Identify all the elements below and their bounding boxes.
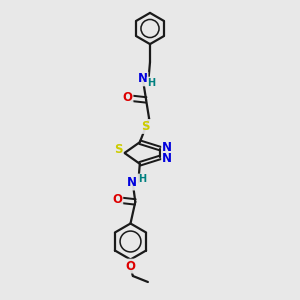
Text: O: O [112, 193, 122, 206]
Text: N: N [127, 176, 137, 190]
Text: S: S [141, 120, 149, 133]
Text: N: N [137, 72, 148, 86]
Text: O: O [122, 91, 133, 104]
Text: H: H [138, 174, 146, 184]
Text: S: S [114, 143, 123, 156]
Text: N: N [162, 141, 172, 154]
Text: N: N [162, 152, 172, 165]
Text: O: O [125, 260, 136, 273]
Text: H: H [147, 77, 156, 88]
